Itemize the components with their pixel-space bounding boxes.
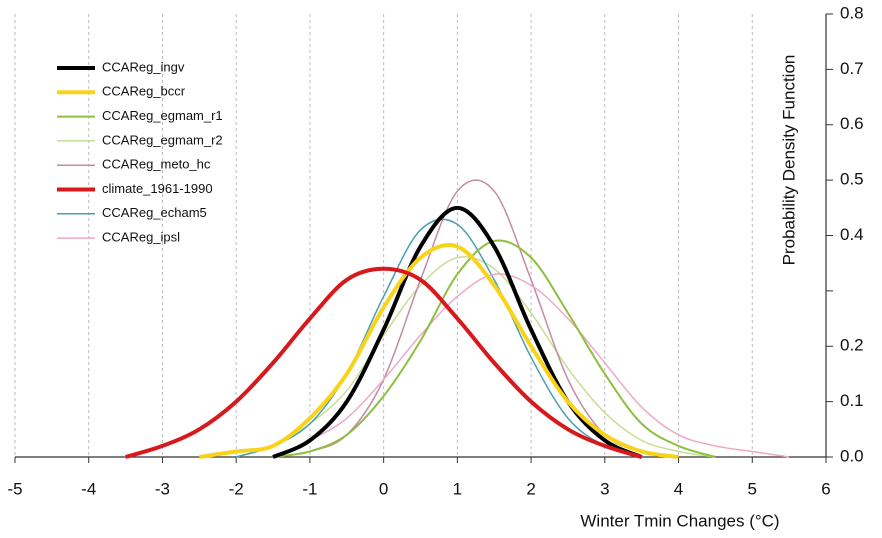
legend-label: CCAReg_ingv (102, 59, 185, 74)
series-line (272, 239, 716, 458)
legend-label: CCAReg_egmam_r2 (102, 132, 223, 147)
legend-label: CCAReg_ipsl (102, 230, 180, 245)
x-tick-label: 6 (821, 479, 830, 498)
x-tick-label: 2 (526, 479, 535, 498)
y-tick-label: 0.8 (840, 3, 864, 22)
y-tick-label: 0.6 (840, 114, 864, 133)
x-tick-label: -4 (81, 479, 96, 498)
legend-label: CCAReg_bccr (102, 84, 186, 99)
x-tick-label: -2 (229, 479, 244, 498)
legend-label: CCAReg_meto_hc (102, 157, 211, 172)
series-line (272, 273, 790, 458)
x-axis-label: Winter Tmin Changes (°C) (580, 511, 779, 530)
y-tick-label: 0.7 (840, 59, 864, 78)
x-tick-label: 1 (453, 479, 462, 498)
series-line (235, 256, 716, 458)
legend-label: CCAReg_egmam_r1 (102, 108, 223, 123)
x-tick-label: -5 (7, 479, 22, 498)
y-axis-label: Probability Density Function (779, 55, 798, 266)
y-tick-label: 0.5 (840, 170, 864, 189)
x-tick-label: 5 (748, 479, 757, 498)
x-tick-label: 0 (379, 479, 388, 498)
legend: CCAReg_ingv CCAReg_bccr CCAReg_egmam_r1 CCA… (57, 59, 223, 245)
x-tick-label: -3 (155, 479, 170, 498)
y-tick-label: 0.0 (840, 446, 864, 465)
x-tick-label: 3 (600, 479, 609, 498)
legend-label: CCAReg_echam5 (102, 205, 207, 220)
y-tick-label: 0.2 (840, 336, 864, 355)
y-tick-label: 0.4 (840, 225, 864, 244)
x-tick-label: 4 (674, 479, 683, 498)
series-line (199, 242, 679, 459)
legend-label: climate_1961-1990 (102, 181, 213, 196)
y-tick-label: 0.1 (840, 391, 864, 410)
series-line (125, 266, 643, 459)
x-tick-label: -1 (302, 479, 317, 498)
